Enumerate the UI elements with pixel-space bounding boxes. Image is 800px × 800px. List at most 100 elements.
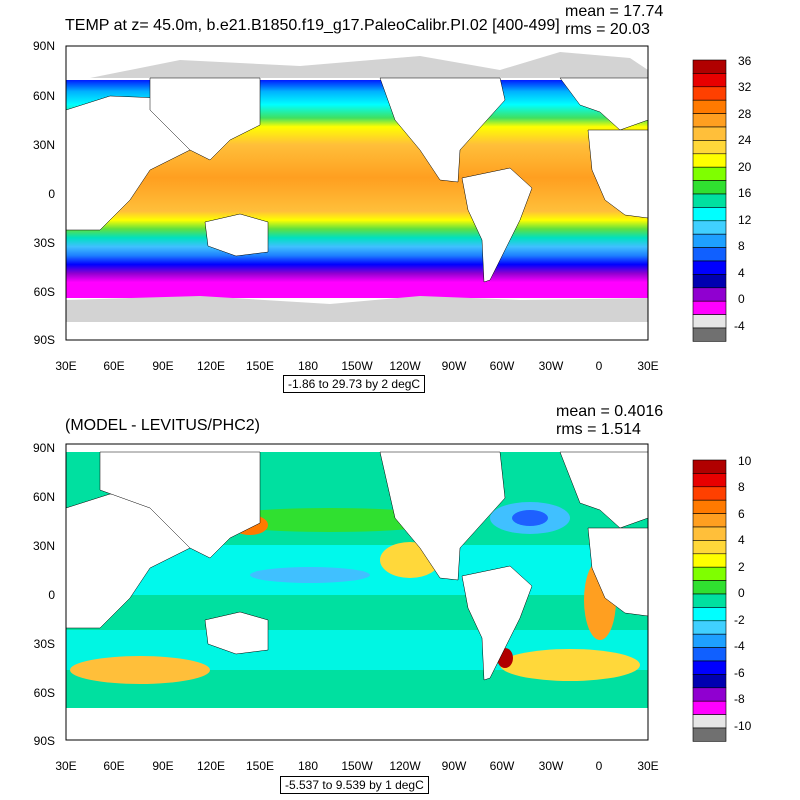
- contour-info-box: -5.537 to 9.539 by 1 degC: [280, 776, 429, 794]
- x-tick-label: 30W: [539, 359, 564, 373]
- colorbar-swatch: [692, 59, 727, 74]
- colorbar-swatch: [692, 193, 727, 208]
- y-tick-label: 30N: [33, 138, 55, 152]
- colorbar-label: -6: [734, 666, 745, 680]
- y-tick-label: 0: [48, 588, 55, 602]
- colorbar-label: 20: [738, 160, 752, 174]
- y-tick-label: 90S: [34, 734, 55, 748]
- rms-label: rms = 20.03: [565, 21, 650, 38]
- colorbar-swatch: [692, 220, 727, 235]
- difference-map-panel: (MODEL - LEVITUS/PHC2) mean = 0.4016 rms…: [33, 403, 752, 773]
- contour-info-box: -1.86 to 29.73 by 2 degC: [283, 375, 426, 393]
- temperature-map-panel: TEMP at z= 45.0m, b.e21.B1850.f19_g17.Pa…: [33, 3, 752, 373]
- south-america-landmass: [461, 565, 533, 681]
- colorbar-label: 28: [738, 107, 752, 121]
- x-tick-label: 30W: [539, 759, 564, 773]
- x-tick-label: 30E: [55, 359, 76, 373]
- y-tick-label: 90S: [34, 333, 55, 347]
- y-tick-label: 90N: [33, 441, 55, 455]
- colorbar-label: 4: [738, 533, 745, 547]
- map-field: [66, 444, 648, 740]
- colorbar-swatch: [692, 553, 727, 568]
- colorbar-swatch: [692, 580, 727, 595]
- y-tick-label: 90N: [33, 39, 55, 53]
- x-tick-label: 150E: [246, 759, 274, 773]
- south-america-landmass: [461, 167, 533, 283]
- colorbar-swatch: [692, 700, 727, 715]
- x-tick-label: 60E: [103, 359, 124, 373]
- x-tick-label: 180: [298, 759, 318, 773]
- colorbar-swatch: [692, 687, 727, 702]
- colorbar-label: 0: [738, 586, 745, 600]
- x-tick-label: 90W: [442, 359, 467, 373]
- colorbar-label: 8: [738, 480, 745, 494]
- colorbar-swatch: [692, 459, 727, 474]
- x-tick-label: 150E: [246, 359, 274, 373]
- colorbar-swatch: [692, 714, 727, 729]
- colorbar-swatch: [692, 207, 727, 222]
- x-tick-label: 120W: [389, 359, 421, 373]
- colorbar-swatch: [692, 499, 727, 514]
- x-axis-ticks: 30E 60E 90E 120E 150E 180 150W 120W 90W …: [55, 359, 658, 373]
- africa-landmass: [66, 95, 191, 231]
- x-tick-label: 0: [596, 359, 603, 373]
- colorbar-swatch: [692, 233, 727, 248]
- colorbar-label: -4: [734, 319, 745, 333]
- colorbar-label: 6: [738, 507, 745, 521]
- colorbar-swatch: [692, 633, 727, 648]
- africa-east-landmass: [587, 527, 648, 617]
- y-tick-label: 60N: [33, 490, 55, 504]
- colorbar-swatch: [692, 486, 727, 501]
- colorbar-swatch: [692, 99, 727, 114]
- y-tick-label: 30S: [34, 236, 55, 250]
- colorbar-label: 0: [738, 292, 745, 306]
- colorbar-swatch: [692, 247, 727, 262]
- x-tick-label: 120W: [389, 759, 421, 773]
- colorbar-swatch: [692, 647, 727, 662]
- colorbar-swatch: [692, 566, 727, 581]
- mean-label: mean = 17.74: [565, 3, 663, 20]
- colorbar-swatch: [692, 513, 727, 528]
- x-tick-label: 30E: [637, 359, 658, 373]
- x-tick-label: 120E: [197, 359, 225, 373]
- colorbar-label: 12: [738, 213, 752, 227]
- north-america-landmass: [379, 451, 506, 581]
- colorbar-swatch: [692, 126, 727, 141]
- colorbar-label: 24: [738, 133, 752, 147]
- x-tick-label: 60E: [103, 759, 124, 773]
- colorbar-swatch: [692, 300, 727, 315]
- y-axis-ticks: 90N 60N 30N 0 30S 60S 90S: [33, 441, 55, 748]
- colorbar-swatch: [692, 620, 727, 635]
- colorbar-swatch: [692, 540, 727, 555]
- australia-landmass: [204, 611, 269, 655]
- y-tick-label: 60S: [34, 285, 55, 299]
- colorbar-label: 36: [738, 54, 752, 68]
- y-tick-label: 30S: [34, 637, 55, 651]
- colorbar-swatch: [692, 660, 727, 675]
- colorbar-label: 16: [738, 186, 752, 200]
- colorbar-swatch: [692, 274, 727, 289]
- colorbar-swatch: [692, 113, 727, 128]
- colorbar-swatch: [692, 674, 727, 689]
- colorbar-swatch: [692, 526, 727, 541]
- map-title: (MODEL - LEVITUS/PHC2): [65, 417, 260, 434]
- colorbar: 10 8 6 4 2 0 -2 -4 -6 -8 -10: [692, 454, 752, 742]
- map-title: TEMP at z= 45.0m, b.e21.B1850.f19_g17.Pa…: [65, 17, 560, 34]
- colorbar-label: -8: [734, 692, 745, 706]
- y-tick-label: 0: [48, 187, 55, 201]
- colorbar-swatch: [692, 153, 727, 168]
- x-tick-label: 60W: [490, 359, 515, 373]
- y-tick-label: 60N: [33, 89, 55, 103]
- colorbar-label: -10: [734, 719, 752, 733]
- x-tick-label: 90E: [152, 359, 173, 373]
- colorbar-label: -4: [734, 639, 745, 653]
- colorbar-swatch: [692, 180, 727, 195]
- north-america-landmass: [379, 77, 506, 183]
- x-tick-label: 90E: [152, 759, 173, 773]
- x-tick-label: 60W: [490, 759, 515, 773]
- colorbar-label: 8: [738, 239, 745, 253]
- colorbar-label: 4: [738, 266, 745, 280]
- colorbar-swatch: [692, 607, 727, 622]
- x-tick-label: 180: [298, 359, 318, 373]
- colorbar-swatch: [692, 327, 727, 342]
